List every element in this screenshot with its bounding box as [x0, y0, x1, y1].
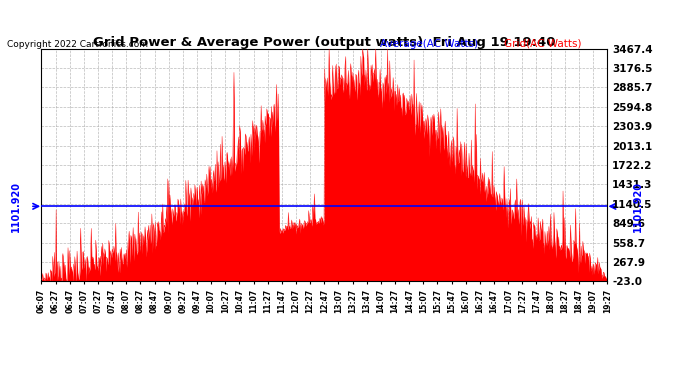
- Text: 1101.920: 1101.920: [11, 181, 21, 232]
- Text: Average(AC Watts): Average(AC Watts): [380, 39, 477, 49]
- Title: Grid Power & Average Power (output watts)  Fri Aug 19 19:40: Grid Power & Average Power (output watts…: [93, 36, 555, 49]
- Text: Grid(AC Watts): Grid(AC Watts): [504, 39, 581, 49]
- Text: Copyright 2022 Cartronics.com: Copyright 2022 Cartronics.com: [7, 40, 148, 49]
- Text: 1101.920: 1101.920: [633, 181, 643, 232]
